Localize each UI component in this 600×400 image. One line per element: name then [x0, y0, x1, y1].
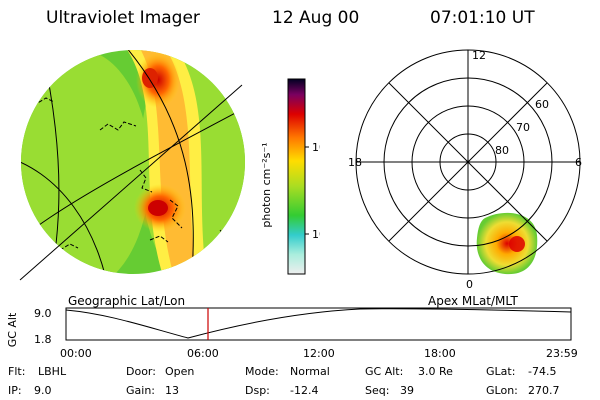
- altitude-xtick-4: 23:59: [546, 347, 578, 360]
- status-value: -74.5: [528, 365, 557, 378]
- altitude-xtick-2: 12:00: [303, 347, 335, 360]
- image-caption: Geographic Lat/Lon: [68, 294, 186, 308]
- status-key: Dsp:: [245, 384, 270, 397]
- status-value: -12.4: [290, 384, 319, 397]
- status-key: Flt:: [8, 365, 26, 378]
- status-value: Open: [165, 365, 195, 378]
- status-key: Door:: [126, 365, 156, 378]
- instrument-title: Ultraviolet Imager: [46, 8, 200, 28]
- status-key: GLon:: [486, 384, 518, 397]
- altitude-xtick-3: 18:00: [424, 347, 456, 360]
- status-value: 39: [400, 384, 414, 397]
- polar-plot: 12 18 6 0 60 70 80: [348, 49, 582, 291]
- status-key: GC Alt:: [365, 365, 404, 378]
- altitude-plot: GC Alt 9.0 1.8 00:00 06:00 12:00 18:00 2…: [6, 307, 578, 360]
- status-value: 9.0: [34, 384, 52, 397]
- date-label: 12 Aug 00: [272, 8, 360, 28]
- status-key: Gain:: [126, 384, 155, 397]
- status-value: LBHL: [38, 365, 67, 378]
- altitude-ylabel: GC Alt: [6, 312, 19, 347]
- status-value: Normal: [290, 365, 330, 378]
- polar-caption: Apex MLat/MLT: [428, 294, 518, 308]
- colorbar-tick-10: 10: [312, 228, 320, 241]
- colorbar-unit-label: photon cm⁻²s⁻¹: [260, 142, 273, 227]
- auroral-image: [19, 50, 245, 281]
- mlt-label-0: 0: [466, 278, 473, 291]
- status-key: Seq:: [365, 384, 390, 397]
- mlt-label-6: 6: [575, 156, 582, 169]
- status-value: 3.0 Re: [418, 365, 453, 378]
- status-value: 270.7: [528, 384, 560, 397]
- mlat-label-80: 80: [495, 144, 509, 157]
- status-key: IP:: [8, 384, 22, 397]
- mlt-label-18: 18: [348, 156, 362, 169]
- status-value: 13: [165, 384, 179, 397]
- altitude-ytick-max: 9.0: [34, 307, 52, 320]
- colorbar-tick-100: 100: [312, 141, 320, 154]
- altitude-xtick-0: 00:00: [60, 347, 92, 360]
- altitude-ytick-min: 1.8: [34, 333, 52, 346]
- status-key: Mode:: [245, 365, 279, 378]
- mlt-label-12: 12: [472, 49, 486, 62]
- altitude-xtick-1: 06:00: [187, 347, 219, 360]
- status-key: GLat:: [486, 365, 516, 378]
- mlat-label-70: 70: [516, 121, 530, 134]
- time-label: 07:01:10 UT: [430, 8, 535, 28]
- colorbar: photon cm⁻²s⁻¹ 100 10: [260, 78, 320, 275]
- mlat-label-60: 60: [535, 98, 549, 111]
